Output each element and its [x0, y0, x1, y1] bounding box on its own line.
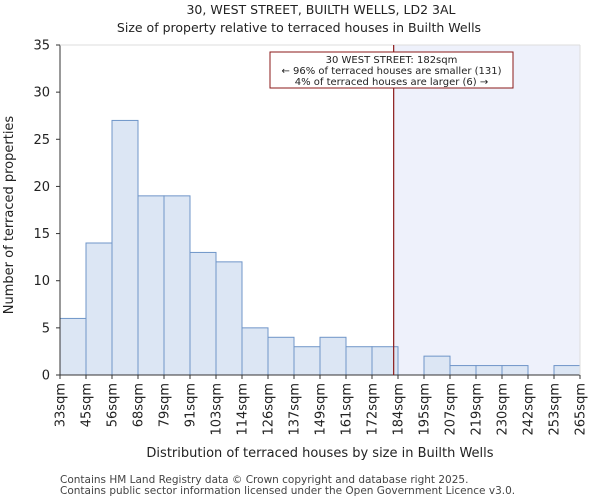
x-tick-label-253sqm: 253sqm [548, 383, 563, 436]
x-tick-label-137sqm: 137sqm [288, 383, 303, 436]
x-tick-label-265sqm: 265sqm [574, 383, 589, 436]
bar-161sqm [345, 346, 373, 376]
annotation-line-1: 30 WEST STREET: 182sqm [326, 55, 458, 66]
x-tick-label-103sqm: 103sqm [210, 383, 225, 436]
x-tick-label-172sqm: 172sqm [366, 383, 381, 436]
x-tick-label-45sqm: 45sqm [80, 383, 95, 427]
y-tick-label-0: 0 [42, 369, 50, 384]
x-tick-label-126sqm: 126sqm [262, 383, 277, 436]
annotation-box [269, 51, 514, 89]
x-tick-label-184sqm: 184sqm [392, 383, 407, 436]
bar-126sqm [267, 336, 295, 376]
annotation-line-3: 4% of terraced houses are larger (6) → [295, 77, 489, 88]
y-tick-label-15: 15 [33, 227, 50, 242]
annotation-line-2: ← 96% of terraced houses are smaller (13… [281, 66, 501, 77]
bar-207sqm [449, 365, 477, 376]
y-tick-label-30: 30 [33, 86, 50, 101]
bar-91sqm [189, 251, 217, 376]
x-tick-label-219sqm: 219sqm [470, 383, 485, 436]
x-tick-label-161sqm: 161sqm [340, 383, 355, 436]
x-tick-label-68sqm: 68sqm [132, 383, 147, 427]
y-axis-label: Number of terraced properties [2, 116, 17, 315]
x-tick-label-79sqm: 79sqm [158, 383, 173, 427]
highlight-region [393, 45, 580, 375]
y-tick-label-5: 5 [42, 321, 50, 336]
bar-230sqm [501, 365, 529, 376]
bar-45sqm [85, 242, 113, 376]
footer-line1: Contains HM Land Registry data © Crown c… [60, 474, 468, 486]
x-tick-label-195sqm: 195sqm [418, 383, 433, 436]
bar-137sqm [293, 346, 321, 376]
x-tick-label-242sqm: 242sqm [522, 383, 537, 436]
bar-33sqm [59, 317, 87, 376]
x-tick-label-114sqm: 114sqm [236, 383, 251, 436]
plot-area: 0 5 10 15 20 25 30 35 33sqm 45sqm 56sqm 68sqm 79sqm 9… [33, 39, 588, 436]
chart-title-line2: Size of property relative to terraced ho… [117, 20, 481, 35]
bar-149sqm [319, 336, 347, 376]
bar-219sqm [475, 365, 503, 376]
bar-253sqm [553, 365, 581, 376]
x-tick-label-56sqm: 56sqm [106, 383, 121, 427]
y-tick-label-35: 35 [33, 39, 50, 54]
bar-68sqm [137, 195, 165, 376]
x-tick-label-230sqm: 230sqm [496, 383, 511, 436]
x-tick-label-149sqm: 149sqm [314, 383, 329, 436]
chart-title-line1: 30, WEST STREET, BUILTH WELLS, LD2 3AL [186, 2, 455, 17]
bar-114sqm [241, 327, 269, 376]
y-tick-label-25: 25 [33, 133, 50, 148]
x-axis-label: Distribution of terraced houses by size … [146, 446, 493, 461]
x-tick-label-207sqm: 207sqm [444, 383, 459, 436]
y-tick-label-10: 10 [33, 274, 50, 289]
x-tick-label-33sqm: 33sqm [54, 383, 69, 427]
bar-56sqm [111, 119, 139, 376]
bar-103sqm [215, 261, 243, 376]
footer-line2: Contains public sector information licen… [60, 485, 515, 497]
bar-79sqm [163, 195, 191, 376]
y-tick-label-20: 20 [33, 180, 50, 195]
x-tick-label-91sqm: 91sqm [184, 383, 199, 427]
bar-195sqm [423, 355, 451, 376]
